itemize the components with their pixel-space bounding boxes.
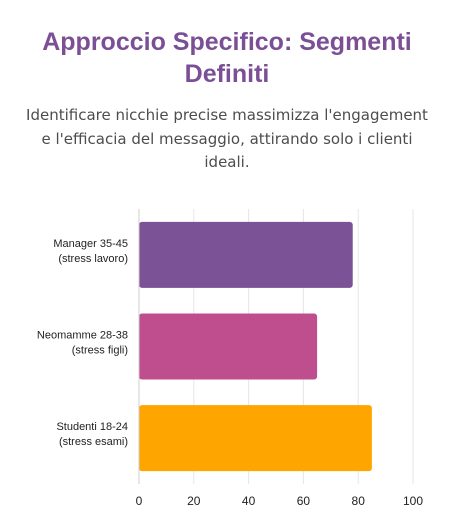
category-label: Neomamme 28-38 (stress figli) <box>37 330 128 357</box>
bar <box>139 221 353 288</box>
category-label-line: Studenti 18-24 <box>56 421 128 433</box>
x-tick-label: 100 <box>403 494 423 508</box>
x-tick-label: 20 <box>187 494 201 508</box>
category-label-line: (stress figli) <box>72 345 128 357</box>
category-label-line: Neomamme 28-38 <box>37 330 128 342</box>
chart-subtitle: Identificare nicchie precise massimizza … <box>26 106 428 171</box>
category-label: Studenti 18-24 (stress esami) <box>56 421 128 448</box>
chart-title: Approccio Specifico: Segmenti Definiti <box>42 28 412 88</box>
category-label-line: Manager 35-45 <box>53 238 128 250</box>
bar <box>139 405 372 472</box>
category-label-line: (stress lavoro) <box>58 253 128 265</box>
x-tick-label: 0 <box>136 494 143 508</box>
category-label-line: (stress esami) <box>59 436 128 448</box>
x-tick-label: 60 <box>297 494 311 508</box>
bar <box>139 313 318 380</box>
x-tick-label: 80 <box>352 494 366 508</box>
x-tick-label: 40 <box>242 494 256 508</box>
category-label: Manager 35-45 (stress lavoro) <box>53 238 128 265</box>
